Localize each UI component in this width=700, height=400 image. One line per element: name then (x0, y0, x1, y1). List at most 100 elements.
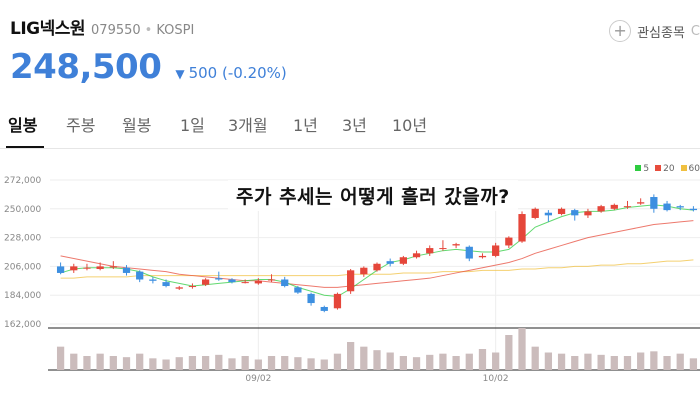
x-tick-label: 10/02 (483, 374, 509, 384)
candle-body (162, 282, 170, 287)
tab-10year[interactable]: 10년 (392, 116, 428, 135)
volume-bar (228, 358, 236, 370)
stock-header: LIG넥스원 079550 • KOSPI + 관심종목 C 248,500 ▼… (10, 14, 700, 104)
candle-body (571, 210, 579, 216)
candle-body (241, 282, 249, 284)
candle-body (56, 266, 65, 273)
volume-bar (267, 356, 276, 370)
volume-bar (610, 356, 618, 370)
candle-body (465, 246, 473, 259)
tab-1year[interactable]: 1년 (293, 116, 318, 135)
candle-body (610, 204, 618, 209)
y-tick-label: 250,000 (4, 205, 41, 215)
tab-weekly[interactable]: 주봉 (66, 116, 96, 135)
volume-bar (320, 359, 328, 370)
volume-bar (281, 356, 289, 370)
volume-bar (439, 353, 447, 370)
y-tick-label: 184,000 (4, 291, 41, 301)
volume-bar (373, 350, 381, 370)
volume-bar (492, 352, 500, 370)
y-tick-label: 272,000 (4, 176, 41, 186)
volume-bar (505, 335, 513, 370)
y-tick-label: 228,000 (4, 234, 41, 244)
candle-body (373, 263, 381, 271)
volume-bar (162, 359, 170, 370)
price-row: 248,500 ▼ 500 (-0.20%) (10, 47, 700, 87)
volume-bar (676, 353, 684, 370)
volume-bar (663, 356, 671, 370)
volume-bar (96, 353, 104, 370)
candle-body (544, 212, 553, 216)
volume-bar (412, 357, 421, 370)
price-change: 500 (-0.20%) (188, 64, 287, 82)
volume-bar (333, 353, 342, 370)
candle-body (557, 208, 566, 215)
volume-bar (56, 346, 65, 370)
candle-body (597, 206, 605, 212)
candle-body (439, 248, 447, 250)
candle-body (320, 306, 328, 311)
candle-body (281, 279, 289, 287)
candle-body (518, 214, 526, 242)
tab-daily[interactable]: 일봉 (8, 116, 38, 135)
volume-bar (136, 353, 144, 370)
volume-bar (557, 353, 566, 370)
tab-1day[interactable]: 1일 (180, 116, 205, 135)
volume-bar (597, 354, 605, 370)
plus-icon: + (609, 20, 632, 42)
candle-body (136, 271, 144, 280)
volume-bar (452, 356, 460, 370)
candle-body (426, 248, 434, 254)
candle-body (452, 244, 460, 246)
volume-bar (109, 356, 117, 370)
legend-ma60: 60 (680, 164, 700, 174)
y-tick-label: 206,000 (4, 262, 41, 272)
stock-name[interactable]: LIG넥스원 (10, 19, 86, 39)
candle-body (478, 255, 487, 258)
stock-title-row: LIG넥스원 079550 • KOSPI (10, 14, 700, 39)
volume-bar (307, 358, 315, 370)
down-arrow-icon: ▼ (175, 67, 185, 81)
more-icon: C (690, 23, 700, 39)
volume-bar (399, 356, 407, 370)
price-chart[interactable]: 272,000 250,000 228,000 206,000 184,000 162,0… (0, 160, 700, 400)
candle-body (70, 266, 78, 271)
volume-bar (584, 353, 592, 370)
add-watchlist-button[interactable]: + 관심종목 C (609, 20, 700, 42)
tab-monthly[interactable]: 월봉 (122, 116, 152, 135)
candle-body (254, 280, 262, 284)
legend-ma5: 5 (635, 164, 649, 174)
candle-body (267, 279, 276, 281)
separator-dot: • (144, 23, 153, 38)
volume-bar (465, 353, 473, 370)
candle-body (650, 197, 658, 209)
candle-body (492, 245, 500, 256)
candle-body (386, 261, 394, 264)
volume-bar (347, 342, 355, 370)
volume-bar (518, 328, 526, 370)
candle-body (83, 267, 91, 269)
volume-bar (70, 353, 78, 370)
volume-bar (544, 352, 553, 370)
candle-body (201, 279, 210, 285)
candle-body (412, 253, 421, 258)
volume-bar (122, 357, 131, 370)
ma5-line (60, 204, 694, 298)
legend-ma20: 20 (655, 164, 675, 174)
volume-bar (149, 358, 157, 370)
tab-3year[interactable]: 3년 (342, 116, 367, 135)
volume-bar (360, 346, 368, 370)
tab-3month[interactable]: 3개월 (228, 116, 268, 135)
candle-body (360, 267, 368, 275)
candle-body (505, 237, 513, 246)
candle-body (96, 266, 104, 270)
candle-body (663, 203, 671, 211)
ma20-line (60, 220, 694, 288)
candle-body (294, 287, 302, 293)
volume-bar (637, 352, 645, 370)
volume-bar (623, 356, 632, 370)
volume-bar (386, 352, 394, 370)
ma60-line (60, 259, 694, 279)
x-tick-label: 09/02 (245, 374, 271, 384)
active-tab-indicator (6, 146, 44, 148)
